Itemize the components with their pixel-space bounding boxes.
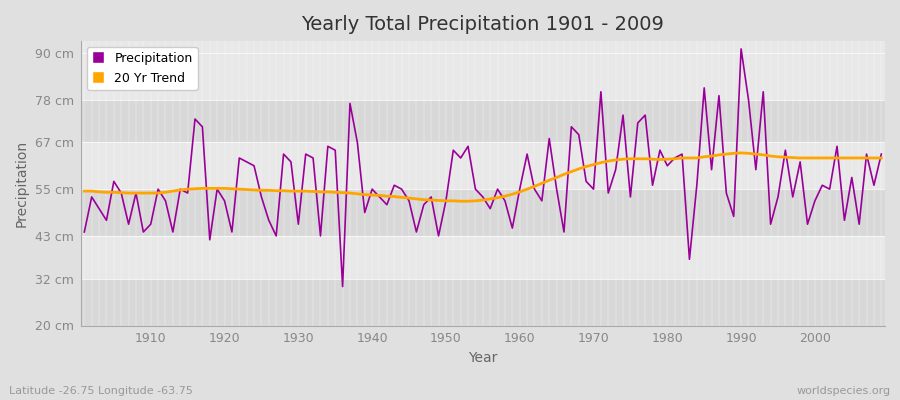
Bar <box>81 236 885 279</box>
Bar <box>81 142 885 189</box>
Title: Yearly Total Precipitation 1901 - 2009: Yearly Total Precipitation 1901 - 2009 <box>302 15 664 34</box>
Legend: Precipitation, 20 Yr Trend: Precipitation, 20 Yr Trend <box>87 47 198 90</box>
Bar <box>81 189 885 236</box>
X-axis label: Year: Year <box>468 351 498 365</box>
Text: worldspecies.org: worldspecies.org <box>796 386 891 396</box>
Bar <box>81 100 885 142</box>
Bar <box>81 53 885 100</box>
Y-axis label: Precipitation: Precipitation <box>15 140 29 227</box>
Bar <box>81 279 885 326</box>
Text: Latitude -26.75 Longitude -63.75: Latitude -26.75 Longitude -63.75 <box>9 386 193 396</box>
